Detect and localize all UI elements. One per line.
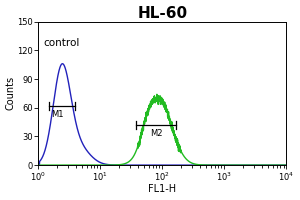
Title: HL-60: HL-60	[137, 6, 188, 21]
Text: M2: M2	[150, 129, 162, 138]
Y-axis label: Counts: Counts	[6, 76, 16, 110]
Text: M1: M1	[51, 110, 63, 119]
Text: control: control	[43, 38, 80, 48]
X-axis label: FL1-H: FL1-H	[148, 184, 176, 194]
